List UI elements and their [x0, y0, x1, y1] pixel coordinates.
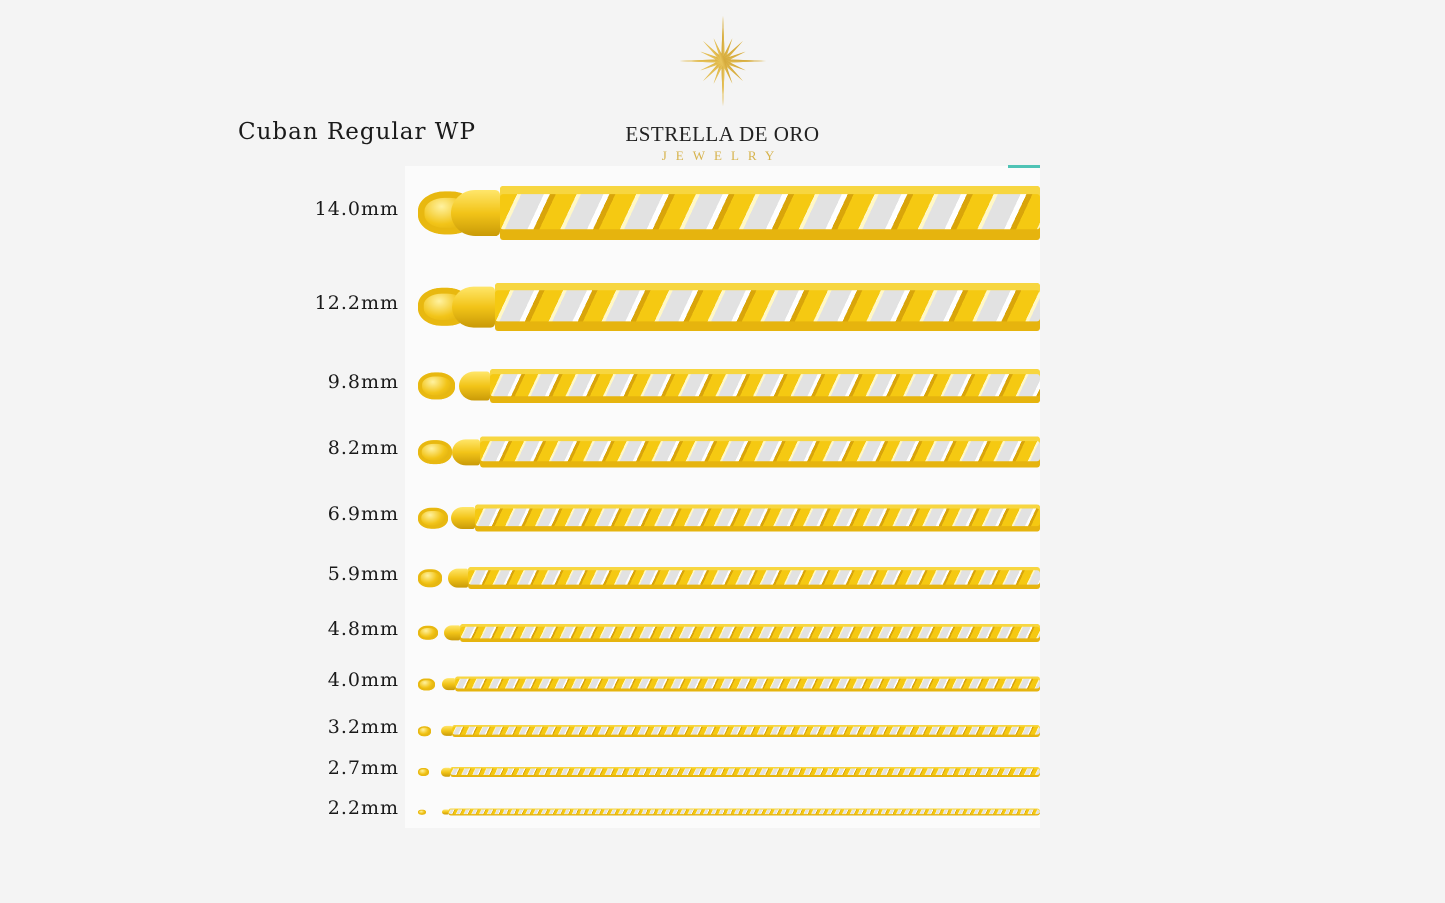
- brand-subtitle: JEWELRY: [661, 148, 784, 163]
- chain-size-label: 2.7mm: [327, 757, 399, 779]
- cuban-chain-image: [0, 808, 1040, 816]
- cuban-chain-image: [0, 567, 1040, 589]
- chain-links: [460, 624, 1040, 642]
- cuban-chain-image: [0, 725, 1040, 737]
- chain-size-label: 12.2mm: [314, 292, 399, 314]
- end-cap: [459, 371, 490, 401]
- brand-name: ESTRELLA DE ORO: [625, 122, 820, 146]
- cuban-chain-image: [0, 436, 1040, 468]
- chain-size-label: 9.8mm: [327, 371, 399, 393]
- page-title: Cuban Regular WP: [238, 119, 476, 145]
- lobster-clasp: [418, 372, 456, 400]
- end-cap: [451, 286, 495, 328]
- chain-size-label: 5.9mm: [327, 563, 399, 585]
- chain-links: [452, 725, 1040, 737]
- cuban-chain-image: [0, 369, 1040, 403]
- end-cap: [441, 725, 452, 737]
- chain-size-label: 4.8mm: [327, 618, 399, 640]
- chain-size-label: 2.2mm: [327, 797, 399, 819]
- lobster-clasp: [418, 507, 448, 529]
- chain-links: [490, 369, 1040, 403]
- chain-links: [475, 504, 1040, 532]
- chain-links: [455, 676, 1040, 692]
- end-cap: [452, 438, 480, 466]
- end-cap: [443, 625, 460, 641]
- chain-size-label: 6.9mm: [327, 503, 399, 525]
- cuban-chain-image: [0, 767, 1040, 777]
- lobster-clasp: [418, 768, 429, 776]
- end-cap: [441, 809, 448, 815]
- lobster-clasp: [418, 439, 453, 465]
- cuban-chain-image: [0, 676, 1040, 692]
- cuban-chain-image: [0, 283, 1040, 331]
- chain-size-label: 3.2mm: [327, 716, 399, 738]
- accent-bar: [1008, 165, 1040, 168]
- chain-photo-panel: [405, 166, 1040, 828]
- star-logo-icon: [679, 15, 767, 107]
- end-cap: [441, 767, 450, 777]
- end-cap: [448, 568, 468, 588]
- lobster-clasp: [418, 809, 426, 815]
- star-ray: [713, 38, 733, 84]
- end-cap: [451, 190, 500, 236]
- chain-links: [468, 567, 1040, 589]
- chain-size-label: 4.0mm: [327, 669, 399, 691]
- cuban-chain-image: [0, 624, 1040, 642]
- lobster-clasp: [418, 678, 435, 690]
- end-cap: [450, 506, 475, 530]
- cuban-chain-image: [0, 186, 1040, 240]
- chain-size-label: 8.2mm: [327, 437, 399, 459]
- chain-size-label: 14.0mm: [314, 198, 399, 220]
- end-cap: [441, 677, 455, 691]
- chain-links: [500, 186, 1040, 240]
- chain-links: [450, 767, 1040, 777]
- chain-links: [448, 808, 1040, 816]
- lobster-clasp: [418, 569, 443, 587]
- chain-links: [495, 283, 1040, 331]
- cuban-chain-image: [0, 504, 1040, 532]
- lobster-clasp: [418, 625, 438, 641]
- lobster-clasp: [418, 726, 432, 736]
- chain-links: [480, 436, 1040, 468]
